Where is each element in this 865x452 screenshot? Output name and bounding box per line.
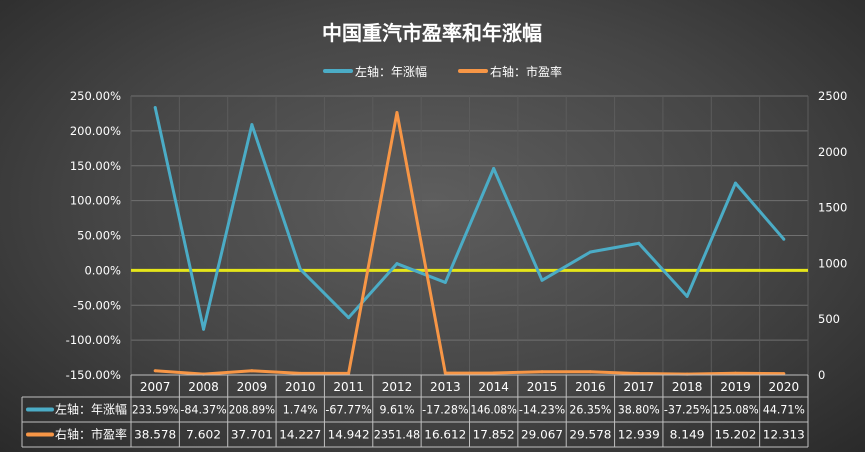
data-point: [202, 327, 206, 331]
x-tick: 2011: [333, 380, 364, 394]
table-cell: 14.227: [279, 428, 321, 442]
x-tick: 2013: [430, 380, 461, 394]
x-tick: 2018: [672, 380, 703, 394]
chart-title: 中国重汽市盈率和年涨幅: [322, 21, 542, 45]
data-point: [250, 123, 254, 127]
legend-label: 右轴：市盈率: [490, 64, 562, 79]
data-point: [588, 370, 592, 374]
x-tick: 2020: [769, 380, 800, 394]
y-right-tick: 1500: [818, 201, 847, 215]
table-cell: 14.942: [328, 428, 370, 442]
data-point: [733, 371, 737, 375]
y-right-tick: 2500: [818, 89, 847, 103]
data-point: [492, 166, 496, 170]
data-point: [540, 370, 544, 374]
y-left-tick: -150.00%: [66, 368, 121, 382]
data-point: [443, 280, 447, 284]
legend-label: 左轴：年涨幅: [355, 64, 427, 79]
y-right-tick: 1000: [818, 256, 847, 270]
y-right-tick: 0: [818, 368, 825, 382]
table-cell: 17.852: [473, 428, 515, 442]
table-cell: 7.602: [186, 428, 221, 442]
x-tick: 2016: [575, 380, 606, 394]
data-point: [395, 262, 399, 266]
data-point: [395, 111, 399, 115]
table-cell: 125.08%: [712, 403, 758, 417]
table-cell: -17.28%: [422, 403, 468, 417]
table-cell: 9.61%: [379, 403, 414, 417]
table-cell: 8.149: [670, 428, 705, 442]
table-cell: -37.25%: [664, 403, 710, 417]
x-tick: 2017: [623, 380, 654, 394]
data-point: [298, 267, 302, 271]
table-cell: 37.701: [231, 428, 273, 442]
data-point: [153, 369, 157, 373]
y-left-tick: 150.00%: [70, 159, 121, 173]
table-cell: 1.74%: [283, 403, 318, 417]
table-cell: 29.067: [521, 428, 563, 442]
y-left-tick: 0.00%: [84, 263, 121, 277]
table-cell: -67.77%: [325, 403, 371, 417]
x-tick: 2015: [527, 380, 558, 394]
data-point: [685, 294, 689, 298]
data-point: [347, 316, 351, 320]
data-point: [153, 105, 157, 109]
y-right-tick: 2000: [818, 145, 847, 159]
series-line: [153, 107, 785, 331]
y-left-tick: 50.00%: [77, 229, 121, 243]
x-tick: 2012: [382, 380, 413, 394]
table-cell: -14.23%: [519, 403, 565, 417]
data-point: [347, 371, 351, 375]
data-point: [733, 181, 737, 185]
table-cell: -84.37%: [180, 403, 226, 417]
x-tick: 2008: [188, 380, 219, 394]
data-point: [540, 278, 544, 282]
table-cell: 12.313: [763, 428, 805, 442]
y-left-tick: -100.00%: [66, 333, 121, 347]
table-cell: 26.35%: [569, 403, 611, 417]
table-cell: 44.71%: [763, 403, 805, 417]
table-cell: 16.612: [424, 428, 466, 442]
x-tick: 2010: [285, 380, 316, 394]
x-tick: 2014: [478, 380, 509, 394]
table-cell: 233.59%: [132, 403, 178, 417]
y-right-tick: 500: [818, 312, 840, 326]
table-series-label: 右轴：市盈率: [55, 427, 127, 442]
x-tick: 2009: [237, 380, 268, 394]
data-point: [637, 372, 641, 376]
table-cell: 208.89%: [229, 403, 275, 417]
table-cell: 38.80%: [618, 403, 660, 417]
table-series-label: 左轴：年涨幅: [55, 402, 127, 417]
data-point: [250, 369, 254, 373]
x-tick: 2007: [140, 380, 171, 394]
data-point: [443, 371, 447, 375]
data-point: [782, 372, 786, 376]
data-point: [637, 241, 641, 245]
y-left-tick: 200.00%: [70, 124, 121, 138]
data-point: [782, 237, 786, 241]
y-left-tick: 100.00%: [70, 194, 121, 208]
x-tick: 2019: [720, 380, 751, 394]
y-left-tick: 250.00%: [70, 89, 121, 103]
data-point: [588, 250, 592, 254]
table-cell: 2351.48: [374, 428, 420, 442]
table-cell: 38.578: [134, 428, 176, 442]
y-left-tick: -50.00%: [73, 298, 121, 312]
table-cell: 29.578: [569, 428, 611, 442]
table-cell: 146.08%: [471, 403, 517, 417]
data-point: [298, 371, 302, 375]
table-cell: 15.202: [714, 428, 756, 442]
table-cell: 12.939: [618, 428, 660, 442]
series-line: [155, 111, 784, 376]
data-point: [492, 371, 496, 375]
